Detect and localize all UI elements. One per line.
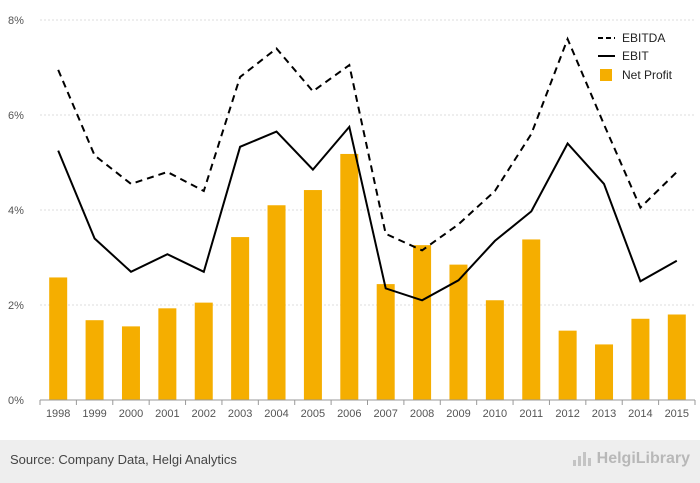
- legend-net-profit-label: Net Profit: [622, 68, 673, 82]
- net-profit-bar: [158, 308, 177, 400]
- footer: Source: Company Data, Helgi Analytics He…: [0, 440, 700, 483]
- x-axis-ticks: 1998 1999 2000 2001 2002 2003 2004 2005 2006 2007…: [39, 400, 696, 420]
- y-tick-label: 0%: [8, 395, 24, 407]
- net-profit-bar: [595, 344, 614, 400]
- brand-name: HelgiLibrary: [596, 450, 690, 467]
- x-tick-label: 1998: [46, 408, 70, 420]
- brand-logo: HelgiLibrary: [572, 450, 690, 468]
- x-tick-label: 2000: [119, 408, 143, 420]
- net-profit-bar: [303, 190, 322, 400]
- net-profit-bar: [121, 326, 140, 400]
- x-tick-label: 2004: [264, 408, 288, 420]
- net-profit-bar: [522, 239, 541, 400]
- x-tick-label: 2011: [519, 408, 543, 420]
- x-tick-label: 2006: [337, 408, 361, 420]
- x-tick-label: 2014: [628, 408, 652, 420]
- legend: EBITDA EBIT Net Profit: [598, 31, 673, 82]
- x-tick-label: 2001: [155, 408, 179, 420]
- net-profit-bars: [49, 153, 686, 400]
- gridlines: [40, 19, 695, 306]
- legend-net-profit-swatch: [600, 69, 612, 81]
- x-tick-label: 2015: [665, 408, 689, 420]
- net-profit-bar: [558, 330, 577, 400]
- x-tick-label: 2002: [192, 408, 216, 420]
- net-profit-bar: [449, 264, 468, 400]
- net-profit-bar: [231, 237, 250, 400]
- x-tick-label: 2007: [373, 408, 397, 420]
- y-axis-ticks: 0% 2% 4% 6% 8%: [8, 15, 24, 407]
- x-tick-label: 1999: [82, 408, 106, 420]
- y-tick-label: 4%: [8, 205, 24, 217]
- x-tick-label: 2003: [228, 408, 252, 420]
- net-profit-bar: [631, 318, 650, 400]
- x-tick-label: 2008: [410, 408, 434, 420]
- net-profit-bar: [376, 284, 395, 400]
- y-tick-label: 2%: [8, 300, 24, 312]
- y-tick-label: 8%: [8, 15, 24, 27]
- x-tick-label: 2013: [592, 408, 616, 420]
- ebit-line: [57, 124, 678, 302]
- net-profit-bar: [413, 245, 432, 400]
- net-profit-bar: [340, 153, 359, 400]
- y-tick-label: 6%: [8, 110, 24, 122]
- x-tick-label: 2012: [555, 408, 579, 420]
- net-profit-bar: [485, 300, 504, 400]
- brand-bars-icon: [572, 452, 593, 466]
- net-profit-bar: [267, 205, 286, 400]
- chart-area: 1998 1999 2000 2001 2002 2003 2004 2005 2006 2007…: [8, 15, 696, 420]
- x-tick-label: 2010: [483, 408, 507, 420]
- ebitda-line: [57, 36, 678, 252]
- net-profit-bar: [667, 314, 686, 400]
- legend-ebit-label: EBIT: [622, 49, 649, 63]
- legend-ebitda-label: EBITDA: [622, 31, 665, 45]
- net-profit-bar: [194, 302, 213, 400]
- x-tick-label: 2009: [446, 408, 470, 420]
- net-profit-bar: [85, 320, 104, 400]
- net-profit-bar: [49, 277, 68, 400]
- source-note: Source: Company Data, Helgi Analytics: [10, 452, 237, 467]
- x-tick-label: 2005: [301, 408, 325, 420]
